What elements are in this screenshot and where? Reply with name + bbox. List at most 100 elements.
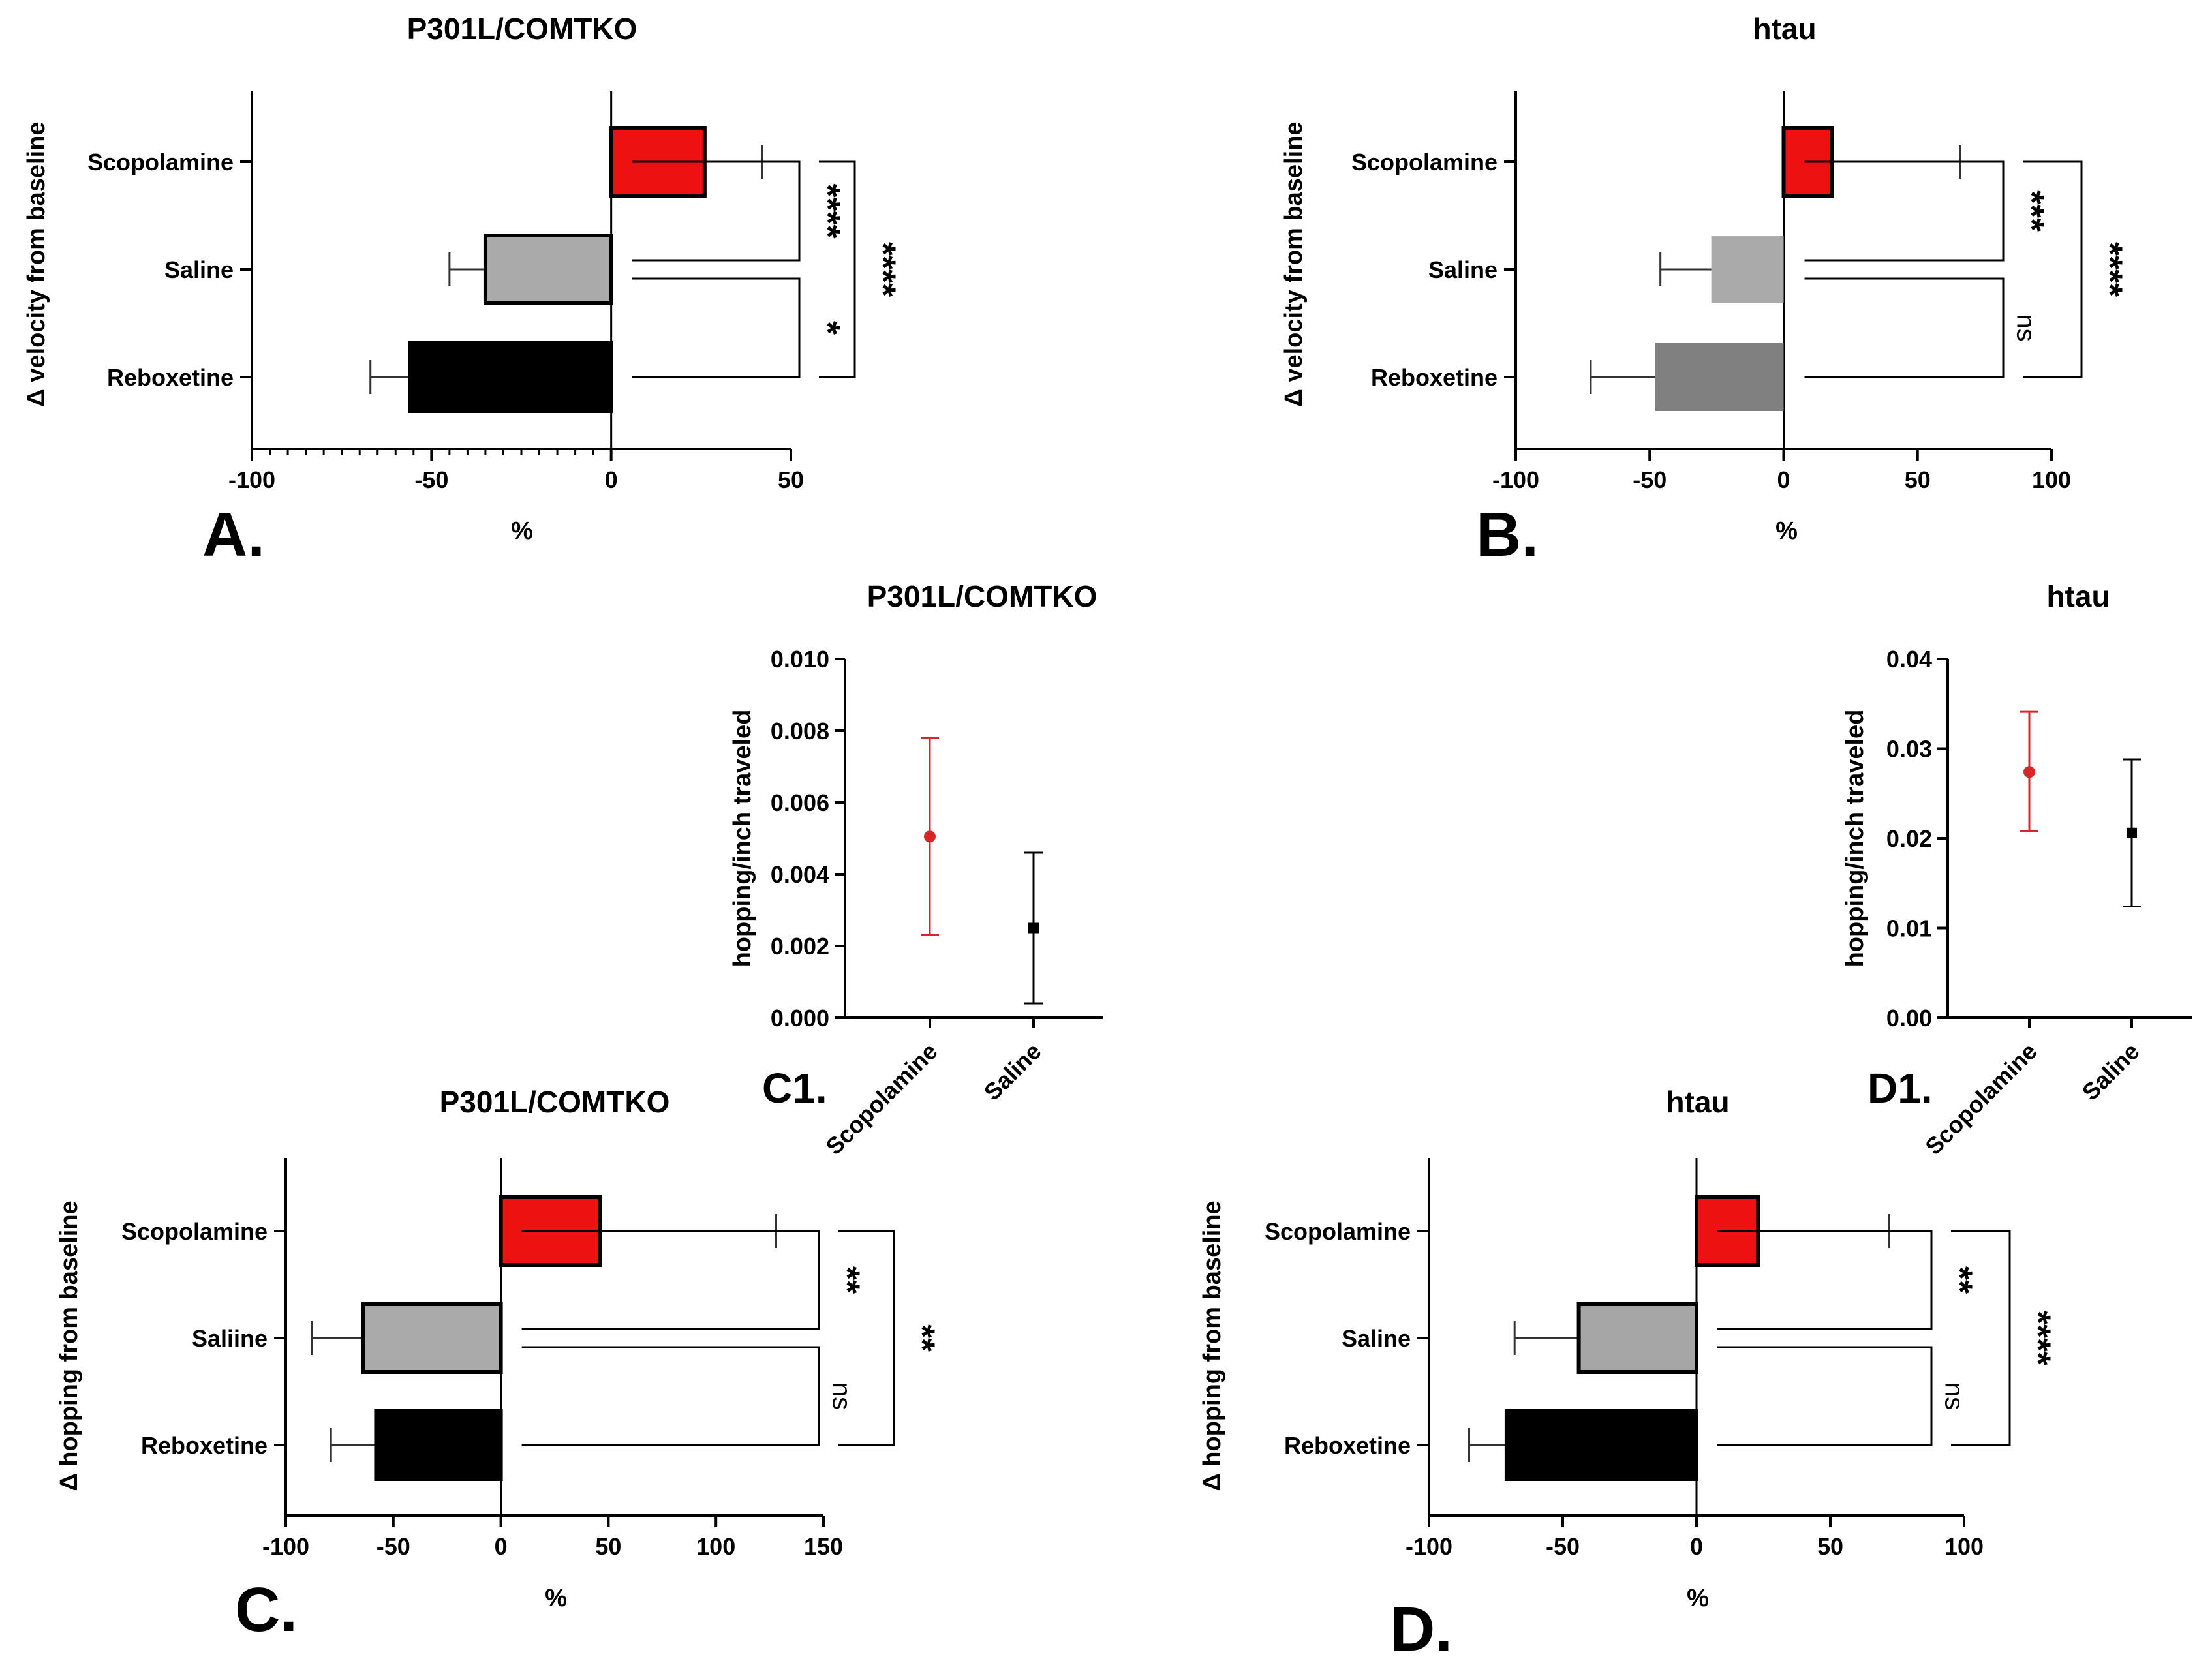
x-tick-label: -50 — [1633, 466, 1667, 493]
significance-label: **** — [864, 242, 903, 297]
category-label: Saline — [164, 256, 234, 283]
x-tick-label: 100 — [1944, 1533, 1984, 1560]
significance-label: **** — [2091, 242, 2130, 297]
panel-a: P301L/COMTKO Δ velocity from baseline% A. -… — [23, 12, 903, 570]
category-label: Saline — [979, 1038, 1047, 1106]
x-tick-label: 50 — [595, 1533, 621, 1560]
significance-bracket — [819, 160, 856, 378]
significance-bracket — [1951, 1230, 2011, 1446]
category-label: Reboxetine — [107, 364, 234, 391]
y-tick-label: 0.004 — [771, 861, 829, 888]
category-label: Scopolamine — [820, 1038, 942, 1160]
y-tick-label: 0.01 — [1886, 915, 1932, 942]
y-axis-label: hopping/inch traveled — [1841, 710, 1869, 968]
y-axis-label: hopping/inch traveled — [729, 710, 756, 968]
significance-label: **** — [2019, 1311, 2058, 1365]
panel-c: P301L/COMTKO Δ hopping from baseline% C. -1… — [55, 1085, 942, 1645]
significance-bracket — [632, 160, 801, 262]
category-label: Saline — [2077, 1038, 2145, 1106]
bar-reboxetine — [1504, 1409, 1698, 1481]
significance-bracket — [632, 277, 801, 378]
x-tick-label: -100 — [1406, 1533, 1452, 1560]
significance-bracket — [1804, 160, 2005, 262]
chart-title: htau — [1753, 12, 1816, 46]
category-label: Scopolamine — [1351, 149, 1498, 175]
bar-reboxetine — [374, 1409, 503, 1481]
bar-saline — [1576, 1302, 1699, 1374]
chart-title: P301L/COMTKO — [440, 1085, 670, 1119]
x-tick-label: 50 — [1817, 1533, 1843, 1560]
category-label: Reboxetine — [141, 1432, 268, 1459]
x-tick-label: -50 — [376, 1533, 410, 1560]
panel-letter: D. — [1390, 1594, 1452, 1664]
x-tick-label: -50 — [414, 466, 448, 493]
panel-d1: htau hopping/inch traveled D1. 0.00 0.01 0.02… — [1841, 579, 2192, 1160]
panel-letter: C1. — [762, 1065, 827, 1112]
significance-bracket — [521, 1346, 820, 1446]
panel-letter: D1. — [1867, 1065, 1933, 1112]
y-tick-label: 0.002 — [771, 933, 829, 960]
x-tick-label: 150 — [804, 1533, 843, 1560]
bar-reboxetine — [1655, 343, 1784, 411]
y-axis-label: Δ velocity from baseline — [1280, 121, 1308, 406]
significance-bracket — [521, 1230, 820, 1330]
significance-label: ns — [2011, 314, 2040, 341]
x-tick-label: 0 — [605, 466, 618, 493]
x-axis-label: % — [1775, 517, 1798, 545]
category-label: Scopolamine — [1265, 1218, 1411, 1245]
panel-c1: P301L/COMTKO hopping/inch traveled C1. 0.00… — [729, 579, 1103, 1160]
x-axis-label: % — [1687, 1585, 1709, 1612]
panel-b: htau Δ velocity from baseline% B. -100 -50 0 5… — [1280, 12, 2130, 570]
x-tick-label: 100 — [2032, 466, 2071, 493]
chart-title: P301L/COMTKO — [867, 579, 1098, 613]
significance-label: * — [808, 321, 848, 335]
bar-reboxetine — [408, 341, 613, 413]
significance-label: ** — [828, 1266, 867, 1294]
panel-letter: B. — [1476, 500, 1539, 570]
x-tick-label: -100 — [228, 466, 275, 493]
category-label: Saline — [1342, 1325, 1411, 1352]
panel-letter: A. — [202, 500, 265, 570]
point-scopolamine — [924, 830, 936, 843]
x-tick-label: 50 — [1905, 466, 1931, 493]
category-label: Saliine — [192, 1325, 268, 1352]
significance-bracket — [1717, 1230, 1933, 1330]
x-tick-label: 0 — [1690, 1533, 1703, 1560]
point-saline — [2127, 827, 2137, 838]
significance-label: **** — [808, 183, 848, 238]
bar-saliine — [361, 1302, 503, 1374]
significance-label: ** — [903, 1324, 942, 1352]
significance-label: ** — [1941, 1266, 1980, 1294]
x-axis-label: % — [511, 517, 533, 545]
x-tick-label: 50 — [778, 466, 804, 493]
panel-d: htau Δ hopping from baseline% D. -100 -50 0 50… — [1199, 1085, 2058, 1664]
category-label: Scopolamine — [87, 149, 234, 175]
x-tick-label: 0 — [495, 1533, 508, 1560]
significance-bracket — [2023, 160, 2083, 378]
x-axis-label: % — [545, 1585, 567, 1612]
x-tick-label: -50 — [1546, 1533, 1580, 1560]
y-axis-label: Δ hopping from baseline — [1199, 1200, 1226, 1491]
y-tick-label: 0.010 — [771, 646, 829, 673]
category-label: Scopolamine — [1920, 1038, 2042, 1160]
point-scopolamine — [2023, 766, 2035, 778]
significance-label: *** — [2012, 190, 2051, 232]
significance-bracket — [1717, 1346, 1933, 1446]
category-label: Scopolamine — [121, 1218, 268, 1245]
significance-bracket — [1804, 277, 2005, 378]
y-tick-label: 0.02 — [1886, 825, 1932, 852]
chart-title: P301L/COMTKO — [407, 12, 637, 46]
category-label: Saline — [1428, 256, 1498, 283]
y-tick-label: 0.000 — [771, 1005, 829, 1031]
point-saline — [1028, 922, 1039, 934]
y-tick-label: 0.03 — [1886, 736, 1932, 763]
x-tick-label: -100 — [262, 1533, 309, 1560]
panel-letter: C. — [235, 1575, 298, 1645]
x-tick-label: 0 — [1777, 466, 1790, 493]
significance-label: ns — [827, 1382, 855, 1410]
significance-bracket — [838, 1230, 895, 1446]
x-tick-label: 100 — [696, 1533, 735, 1560]
y-tick-label: 0.00 — [1886, 1005, 1932, 1031]
category-label: Reboxetine — [1284, 1432, 1411, 1459]
